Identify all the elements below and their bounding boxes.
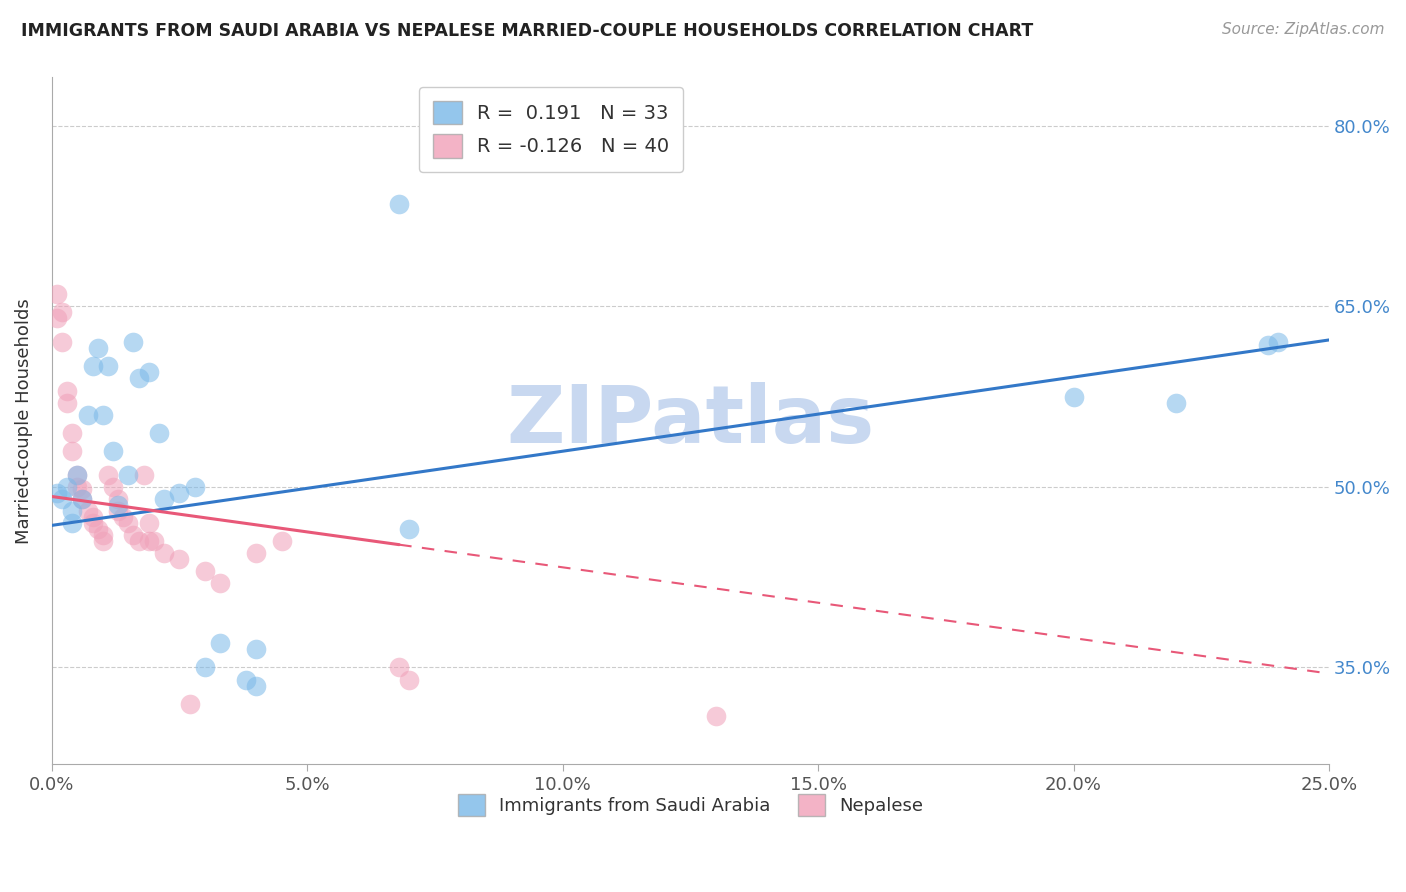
Point: [76, 408, 98, 422]
Point: [388, 197, 411, 211]
Point: [51, 305, 73, 319]
Point: [97, 467, 120, 482]
Point: [235, 673, 257, 687]
Point: [122, 335, 145, 350]
Point: [45, 486, 67, 500]
Point: [82, 516, 104, 530]
Point: [66, 467, 89, 482]
Point: [107, 498, 129, 512]
Point: [169, 552, 191, 566]
Point: [153, 491, 176, 506]
Point: [72, 483, 94, 497]
Point: [179, 697, 201, 711]
Point: [169, 486, 191, 500]
Point: [60, 443, 83, 458]
Point: [91, 528, 114, 542]
Point: [138, 366, 160, 380]
Point: [87, 342, 110, 356]
Point: [87, 522, 110, 536]
Point: [107, 504, 129, 518]
Point: [128, 371, 150, 385]
Point: [245, 679, 267, 693]
Point: [72, 491, 94, 506]
Y-axis label: Married-couple Households: Married-couple Households: [15, 298, 32, 543]
Point: [194, 660, 217, 674]
Point: [91, 408, 114, 422]
Point: [1267, 335, 1289, 350]
Point: [153, 546, 176, 560]
Point: [97, 359, 120, 374]
Point: [45, 311, 67, 326]
Point: [82, 510, 104, 524]
Point: [194, 564, 217, 578]
Point: [245, 546, 267, 560]
Point: [1164, 395, 1187, 409]
Point: [91, 534, 114, 549]
Point: [270, 534, 292, 549]
Point: [209, 576, 232, 591]
Point: [66, 480, 89, 494]
Text: IMMIGRANTS FROM SAUDI ARABIA VS NEPALESE MARRIED-COUPLE HOUSEHOLDS CORRELATION C: IMMIGRANTS FROM SAUDI ARABIA VS NEPALESE…: [21, 22, 1033, 40]
Point: [60, 516, 83, 530]
Point: [76, 504, 98, 518]
Point: [142, 534, 165, 549]
Point: [209, 636, 232, 650]
Point: [245, 642, 267, 657]
Point: [72, 491, 94, 506]
Point: [1257, 338, 1279, 352]
Point: [184, 480, 207, 494]
Text: ZIPatlas: ZIPatlas: [506, 382, 875, 459]
Legend: Immigrants from Saudi Arabia, Nepalese: Immigrants from Saudi Arabia, Nepalese: [450, 787, 931, 823]
Point: [101, 443, 124, 458]
Point: [398, 522, 420, 536]
Point: [101, 480, 124, 494]
Point: [60, 504, 83, 518]
Point: [122, 528, 145, 542]
Point: [45, 287, 67, 301]
Point: [138, 534, 160, 549]
Point: [51, 491, 73, 506]
Text: Source: ZipAtlas.com: Source: ZipAtlas.com: [1222, 22, 1385, 37]
Point: [117, 467, 139, 482]
Point: [117, 516, 139, 530]
Point: [107, 491, 129, 506]
Point: [128, 534, 150, 549]
Point: [138, 516, 160, 530]
Point: [51, 335, 73, 350]
Point: [388, 660, 411, 674]
Point: [56, 480, 79, 494]
Point: [82, 359, 104, 374]
Point: [132, 467, 155, 482]
Point: [66, 467, 89, 482]
Point: [704, 708, 727, 723]
Point: [1063, 390, 1085, 404]
Point: [56, 395, 79, 409]
Point: [60, 425, 83, 440]
Point: [56, 384, 79, 398]
Point: [112, 510, 135, 524]
Point: [398, 673, 420, 687]
Point: [148, 425, 170, 440]
